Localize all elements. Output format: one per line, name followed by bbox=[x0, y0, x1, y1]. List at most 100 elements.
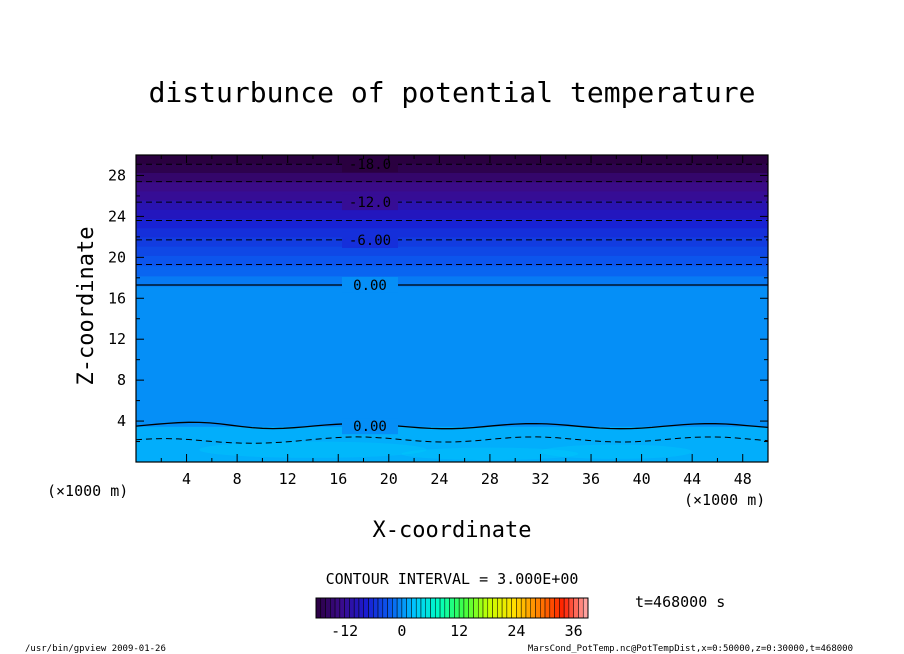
colorbar-cell-12 bbox=[373, 597, 379, 619]
contour-band-1 bbox=[136, 285, 768, 427]
colorbar-cell-30 bbox=[458, 597, 465, 619]
colorbar-cell-22 bbox=[420, 597, 427, 619]
colorbar-cell-20 bbox=[411, 597, 417, 619]
x-unit-right: (×1000 m) bbox=[684, 491, 765, 509]
surface-patch-1 bbox=[401, 447, 579, 460]
contour-label-2: -12.0 bbox=[349, 195, 391, 211]
x-tick-label-4: 20 bbox=[380, 470, 398, 488]
contour-line-8 bbox=[136, 436, 768, 444]
contour-band-6 bbox=[136, 236, 768, 247]
x-tick-label-8: 36 bbox=[582, 470, 600, 488]
colorbar-cell-38 bbox=[497, 597, 503, 619]
plot-frame bbox=[135, 154, 769, 463]
colorbar-cell-17 bbox=[396, 597, 403, 619]
x-tick-label-5: 24 bbox=[430, 470, 448, 488]
colorbar-cell-50 bbox=[554, 597, 560, 619]
colorbar-cell-37 bbox=[492, 597, 498, 619]
colorbar-tick-label-3: 24 bbox=[507, 622, 525, 640]
z-tick-label-6: 28 bbox=[108, 166, 126, 184]
colorbar-cell-16 bbox=[392, 597, 398, 619]
colorbar-cell-42 bbox=[516, 597, 522, 619]
colorbar-cell-44 bbox=[525, 597, 531, 619]
colorbar-cell-1 bbox=[320, 597, 326, 619]
colorbar-cell-47 bbox=[540, 597, 546, 619]
colorbar-cell-49 bbox=[549, 597, 555, 619]
z-tick-label-3: 16 bbox=[108, 289, 126, 307]
colorbar-cell-52 bbox=[563, 597, 570, 619]
colorbar-cell-21 bbox=[415, 597, 422, 619]
chart-title: disturbunce of potential temperature bbox=[149, 76, 756, 109]
contour-label-bg-2 bbox=[342, 194, 398, 211]
colorbar-tick-label-4: 36 bbox=[565, 622, 583, 640]
x-tick-label-1: 8 bbox=[233, 470, 242, 488]
colorbar-cell-11 bbox=[368, 597, 374, 619]
surface-patch-0 bbox=[199, 441, 427, 458]
contour-line-7 bbox=[136, 421, 768, 430]
colorbar-cell-34 bbox=[477, 597, 484, 619]
colorbar-cell-9 bbox=[358, 597, 364, 619]
contour-lines bbox=[136, 163, 768, 444]
contour-band-3 bbox=[136, 265, 768, 277]
contour-band-12 bbox=[136, 181, 768, 192]
colorbar-cell-56 bbox=[582, 597, 589, 619]
colorbar-tick-label-2: 12 bbox=[450, 622, 468, 640]
colorbar-cell-5 bbox=[339, 597, 345, 619]
colorbar-cell-48 bbox=[544, 597, 551, 619]
colorbar-cell-19 bbox=[406, 597, 412, 619]
colorbar-cell-0 bbox=[315, 597, 322, 619]
colorbar-cell-6 bbox=[344, 597, 350, 619]
colorbar-cell-43 bbox=[520, 597, 527, 619]
contour-band-15 bbox=[136, 155, 768, 164]
colorbar-cell-28 bbox=[449, 597, 455, 619]
colorbar-cell-7 bbox=[349, 597, 355, 619]
x-tick-label-3: 16 bbox=[329, 470, 347, 488]
contour-band-2 bbox=[136, 275, 768, 287]
contour-label-bg-7 bbox=[342, 418, 398, 435]
contour-label-7: 0.00 bbox=[353, 419, 387, 435]
z-tick-label-1: 8 bbox=[117, 371, 126, 389]
x-unit-left: (×1000 m) bbox=[47, 482, 128, 500]
colorbar-cell-36 bbox=[487, 597, 493, 619]
z-axis-label: Z-coordinate bbox=[74, 227, 99, 386]
colorbar-cell-25 bbox=[435, 597, 441, 619]
colorbar-cell-54 bbox=[573, 597, 579, 619]
near-surface-features bbox=[199, 441, 693, 460]
x-tick-label-2: 12 bbox=[279, 470, 297, 488]
surface-patch-2 bbox=[540, 444, 693, 459]
colorbar-cell-27 bbox=[444, 597, 450, 619]
colorbar-cell-2 bbox=[325, 597, 331, 619]
contour-band-5 bbox=[136, 246, 768, 256]
colorbar-cell-33 bbox=[473, 597, 479, 619]
contour-band-10 bbox=[136, 200, 768, 210]
colorbar-tick-label-1: 0 bbox=[397, 622, 406, 640]
colorbar-cell-24 bbox=[430, 597, 436, 619]
colorbar-cell-45 bbox=[530, 597, 536, 619]
contour-label-bg-4 bbox=[342, 231, 398, 248]
colorbar-cell-23 bbox=[425, 597, 431, 619]
x-tick-label-11: 48 bbox=[734, 470, 752, 488]
contour-band-13 bbox=[136, 172, 768, 183]
colorbar-cell-39 bbox=[501, 597, 508, 619]
contour-bands bbox=[136, 155, 768, 462]
colorbar: -12 0 12 24 36 bbox=[315, 597, 589, 640]
contour-band-8 bbox=[136, 218, 768, 229]
x-axis-label: X-coordinate bbox=[373, 518, 532, 543]
colorbar-cell-32 bbox=[468, 597, 474, 619]
colorbar-cell-51 bbox=[559, 597, 565, 619]
colorbar-cell-8 bbox=[353, 597, 360, 619]
contour-label-6: 0.00 bbox=[353, 278, 387, 294]
time-label: t=468000 s bbox=[635, 593, 725, 611]
contour-label-bg-0 bbox=[342, 156, 398, 173]
contour-band-7 bbox=[136, 227, 768, 238]
x-axis: 4 8 12 16 20 24 28 32 36 40 44 48 bbox=[160, 155, 752, 488]
colorbar-cell-53 bbox=[568, 597, 574, 619]
colorbar-cell-41 bbox=[511, 597, 517, 619]
colorbar-cell-15 bbox=[387, 597, 393, 619]
colorbar-cell-31 bbox=[463, 597, 469, 619]
colorbar-cell-3 bbox=[330, 597, 336, 619]
contour-band-14 bbox=[136, 163, 768, 173]
colorbar-cell-55 bbox=[578, 597, 584, 619]
colorbar-cell-46 bbox=[535, 597, 541, 619]
footer-left: /usr/bin/gpview 2009-01-26 bbox=[25, 644, 166, 654]
colorbar-cell-14 bbox=[382, 597, 388, 619]
